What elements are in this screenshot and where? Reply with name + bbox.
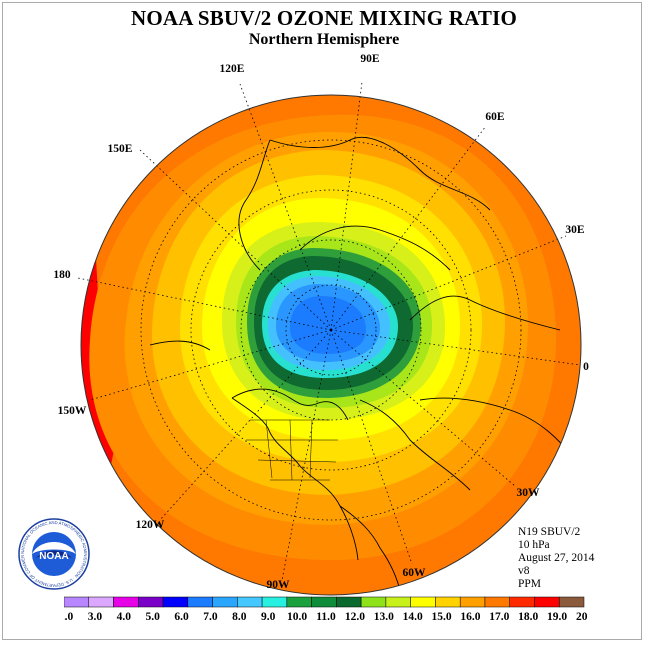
colorbar-tick-label: 17.0 <box>489 611 509 623</box>
state-lines <box>246 419 338 481</box>
colorbar-swatch <box>410 596 436 608</box>
lon-label-0: 0 <box>583 361 589 373</box>
colorbar-swatch <box>311 596 337 608</box>
colorbar-swatch <box>187 596 213 608</box>
lat-circle-30 <box>140 139 522 521</box>
colorbar-tick-label: 12.0 <box>345 611 365 623</box>
colorbar-swatch <box>484 596 510 608</box>
map-boundary <box>80 94 582 596</box>
colorbar-swatch <box>558 596 585 608</box>
colorbar-tick-label: 15.0 <box>431 611 451 623</box>
coastline-canada <box>231 388 349 421</box>
colorbar-tick-label: 14.0 <box>403 611 423 623</box>
coastline-east-asia <box>238 139 271 271</box>
colorbar-swatch <box>509 596 535 608</box>
info-date: August 27, 2014 <box>518 552 595 564</box>
colorbar-swatch <box>237 596 263 608</box>
coastline-africa <box>419 397 576 461</box>
noaa-logo: NATIONAL OCEANIC AND ATMOSPHERIC ADMINIS… <box>18 518 90 590</box>
colorbar: 2.0 3.0 4.0 5.0 6.0 7.0 8.0 9.0 10.0 11.0 12.0 13.0… <box>64 596 588 623</box>
colorbar-swatch <box>534 596 560 608</box>
coastline-siberia <box>299 225 451 271</box>
meridian-0 <box>330 329 581 366</box>
lon-label-120e: 120E <box>220 63 245 75</box>
map-title: NOAA SBUV/2 OZONE MIXING RATIO <box>131 6 517 30</box>
lat-circle-45 <box>190 189 472 471</box>
colorbar-tick-label: 16.0 <box>460 611 480 623</box>
meridian-120e <box>239 83 332 331</box>
colorbar-tick-label: 5.0 <box>145 611 160 623</box>
meridian-150e <box>139 149 332 331</box>
meridian-150w <box>89 329 332 401</box>
colorbar-tick-label: 19.0 <box>547 611 567 623</box>
colorbar-labels: 2.0 3.0 4.0 5.0 6.0 7.0 8.0 9.0 10.0 11.0 12.0 13.0… <box>64 611 588 623</box>
info-pressure-level: 10 hPa <box>518 539 550 551</box>
meridian-90w <box>281 329 332 581</box>
coastlines <box>149 136 576 591</box>
lat-circle-75 <box>285 284 377 376</box>
meridian-30e <box>330 235 567 331</box>
colorbar-tick-label: 13.0 <box>374 611 394 623</box>
colorbar-tick-label: 7.0 <box>203 611 218 623</box>
lon-label-30e: 30E <box>565 224 585 236</box>
lon-label-90w: 90W <box>267 579 291 591</box>
colorbar-swatch <box>261 596 288 608</box>
colorbar-swatch <box>64 596 90 608</box>
lon-label-60w: 60W <box>403 567 427 579</box>
colorbar-swatch <box>162 596 189 608</box>
lon-label-30w: 30W <box>517 487 541 499</box>
colorbar-tick-label: 20.0 <box>576 611 588 623</box>
us-state-borders <box>246 419 338 481</box>
lon-label-120w: 120W <box>136 519 165 531</box>
info-instrument: N19 SBUV/2 <box>518 526 581 538</box>
coastline-alaska <box>149 340 211 351</box>
lat-circle-60 <box>240 239 422 421</box>
coastline-central-america <box>339 505 401 591</box>
figure-frame <box>2 2 642 640</box>
meridian-60w <box>330 329 413 565</box>
colorbar-tick-label: 8.0 <box>232 611 247 623</box>
coastline-europe <box>409 295 561 331</box>
latitude-circles <box>140 139 522 521</box>
coastline-north-america <box>231 397 359 561</box>
colorbar-tick-label: 6.0 <box>174 611 189 623</box>
colorbar-swatch <box>212 596 238 608</box>
colorbar-boxes <box>64 596 585 608</box>
colorbar-tick-label: 2.0 <box>64 611 73 623</box>
coastline-greenland-atlantic <box>359 399 471 491</box>
colorbar-swatch <box>459 596 486 608</box>
meridian-90e <box>330 81 363 331</box>
colorbar-swatch <box>138 596 164 608</box>
colorbar-tick-label: 11.0 <box>316 611 336 623</box>
colorbar-tick-label: 10.0 <box>287 611 307 623</box>
field-band-19-north <box>410 95 510 113</box>
info-units: PPM <box>518 578 542 590</box>
lon-label-150w: 150W <box>58 405 87 417</box>
colorbar-tick-label: 18.0 <box>518 611 538 623</box>
logo-text: NOAA <box>39 551 68 562</box>
info-panel: N19 SBUV/2 10 hPa August 27, 2014 v8 PPM <box>518 526 594 591</box>
colorbar-swatch <box>336 596 362 608</box>
meridians <box>77 81 581 581</box>
colorbar-swatch <box>360 596 387 608</box>
colorbar-tick-label: 4.0 <box>117 611 132 623</box>
info-version: v8 <box>518 565 530 577</box>
colorbar-swatch <box>88 596 114 608</box>
coastline-asia <box>269 136 491 211</box>
colorbar-swatch <box>286 596 312 608</box>
colorbar-swatch <box>113 596 139 608</box>
field-band-6 <box>290 296 366 354</box>
colorbar-tick-label: 9.0 <box>261 611 276 623</box>
lon-label-150e: 150E <box>108 143 133 155</box>
colorbar-tick-label: 3.0 <box>88 611 103 623</box>
lon-label-90e: 90E <box>360 53 380 65</box>
lon-label-60e: 60E <box>485 111 505 123</box>
lon-label-180: 180 <box>53 269 71 281</box>
colorbar-swatch <box>435 596 461 608</box>
map-subtitle: Northern Hemisphere <box>248 31 400 48</box>
colorbar-swatch <box>385 596 411 608</box>
